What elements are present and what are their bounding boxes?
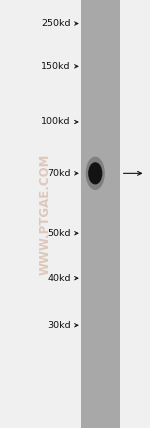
Text: 30kd: 30kd [47,321,70,330]
Text: 250kd: 250kd [41,19,70,28]
Text: 40kd: 40kd [47,273,70,283]
Bar [81,0,120,428]
Text: 150kd: 150kd [41,62,70,71]
Ellipse shape [88,162,102,184]
Text: 70kd: 70kd [47,169,70,178]
Text: WWW.PTGAE.COM: WWW.PTGAE.COM [39,153,51,275]
Text: 100kd: 100kd [41,117,70,127]
Text: 50kd: 50kd [47,229,70,238]
Ellipse shape [86,157,105,190]
